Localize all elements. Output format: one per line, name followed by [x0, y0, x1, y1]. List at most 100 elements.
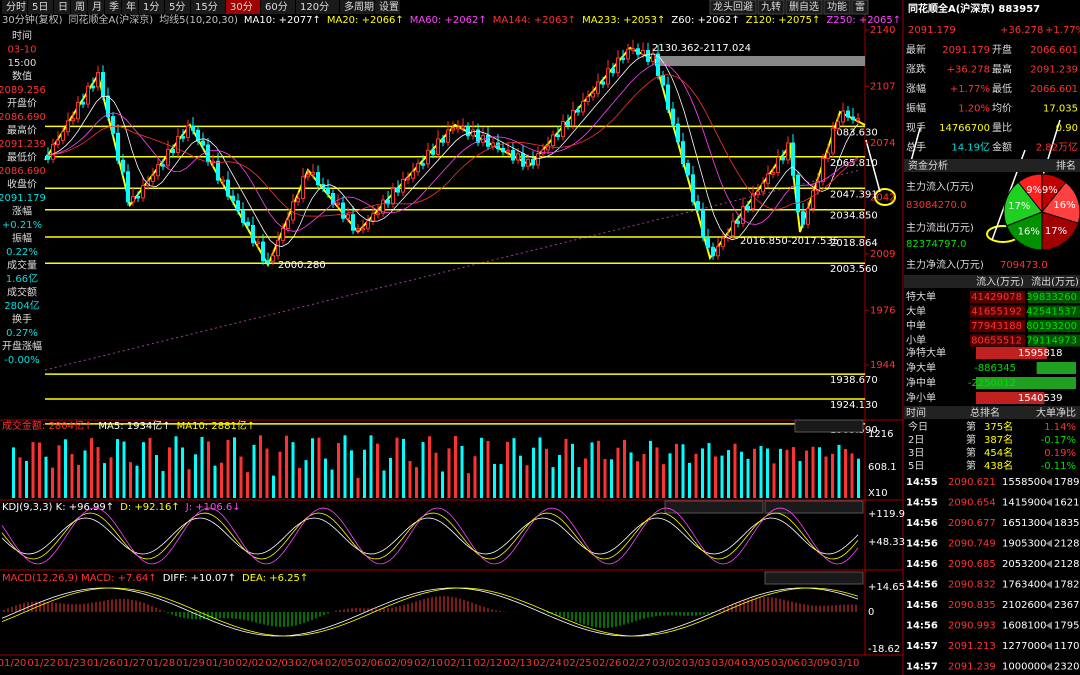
candle-body: [646, 49, 650, 62]
tab-bg[interactable]: [28, 0, 53, 14]
table-value: 42541537: [1026, 307, 1077, 318]
annotation: 2130.362-2117.024: [652, 43, 751, 54]
candle-body: [741, 205, 745, 224]
toolbar-button[interactable]: 龙头回避: [713, 0, 753, 13]
candle-body: [276, 239, 280, 257]
toolbar-button[interactable]: 九转: [761, 0, 781, 13]
toolbar-tab[interactable]: 分时: [6, 1, 26, 13]
toolbar-tab[interactable]: 年: [126, 0, 136, 13]
y-tick-label: 0: [868, 607, 874, 618]
candle-body: [501, 148, 505, 153]
volume-bar: [103, 463, 106, 498]
candle-body: [711, 246, 715, 257]
toolbar-tab[interactable]: 5日: [32, 2, 48, 13]
volume-bar: [402, 438, 405, 498]
candle-body: [426, 149, 430, 165]
candle-body: [86, 85, 90, 105]
candle-body: [661, 74, 665, 86]
button-bg[interactable]: [823, 0, 851, 15]
volume-bar: [759, 446, 763, 498]
pane-button[interactable]: [664, 500, 764, 514]
button-bg[interactable]: [709, 0, 757, 15]
candle-body: [561, 120, 565, 138]
candle-body: [641, 49, 645, 55]
volume-bar: [304, 460, 308, 498]
tab-bg[interactable]: [54, 0, 70, 14]
tab-bg[interactable]: [296, 0, 339, 14]
tab-bg[interactable]: [88, 0, 104, 14]
x-tick-label: 01/22: [27, 658, 56, 669]
kdj-line: [1, 517, 859, 555]
pane-button[interactable]: [764, 500, 864, 514]
button-bg[interactable]: [785, 0, 823, 15]
button-bg[interactable]: [851, 0, 869, 15]
toolbar-tab[interactable]: 设置: [379, 1, 399, 13]
tab-bg[interactable]: [375, 0, 400, 14]
candle-body: [421, 163, 425, 166]
toolbar-button[interactable]: 功能: [827, 0, 847, 13]
toolbar-tab[interactable]: 120分: [300, 1, 329, 13]
volume-bar: [44, 456, 48, 498]
table-header: 大单净比: [1036, 406, 1076, 419]
pane-button[interactable]: [764, 571, 864, 585]
candle-body: [656, 53, 660, 76]
section-link[interactable]: 排名: [1056, 159, 1076, 172]
candle-body: [256, 241, 260, 245]
net-bar: [976, 392, 1045, 404]
toolbar-tab[interactable]: 月: [92, 1, 102, 13]
tick-amount: 1835: [1054, 518, 1079, 529]
y-tick-label: 2074: [870, 138, 895, 149]
toolbar-tab[interactable]: 季: [109, 1, 119, 13]
pane-button[interactable]: [794, 419, 864, 433]
volume-bar: [265, 448, 269, 498]
tab-bg[interactable]: [191, 0, 225, 14]
toolbar-tab[interactable]: 5分: [169, 1, 185, 13]
tab-bg[interactable]: [165, 0, 190, 14]
tab-bg[interactable]: [261, 0, 295, 14]
tab-bg[interactable]: [340, 0, 374, 14]
volume-bar: [155, 455, 158, 498]
toolbar-tab[interactable]: 多周期: [344, 0, 374, 13]
candle-body: [576, 109, 580, 113]
candle-body: [306, 174, 310, 178]
volume-bar: [753, 448, 756, 498]
tab-bg[interactable]: [122, 0, 138, 14]
quote-label: 均价: [992, 103, 1012, 115]
section-bar: [904, 159, 1080, 172]
candle-body: [786, 142, 790, 161]
toolbar-tab[interactable]: 1分: [143, 1, 159, 13]
toolbar-tab[interactable]: 30分: [230, 1, 253, 13]
indicator-label: J: +106.6↓: [185, 502, 241, 513]
x-tick-label: 03/09: [801, 658, 830, 669]
toolbar-tab[interactable]: 日: [58, 2, 68, 13]
tab-bg[interactable]: [105, 0, 121, 14]
candle-body: [746, 205, 750, 210]
info-value: 2089.256: [0, 85, 46, 96]
tab-bg[interactable]: [226, 0, 260, 14]
table-value: 80193200: [1026, 321, 1077, 332]
volume-bar: [818, 447, 821, 498]
tab-bg[interactable]: [139, 0, 164, 14]
tick-amount: 2128: [1054, 559, 1079, 570]
tab-bg[interactable]: [2, 0, 27, 14]
candle-body: [396, 188, 400, 193]
candle-body: [91, 85, 95, 89]
tab-bg[interactable]: [71, 0, 87, 14]
fund-label: 主力流出(万元): [906, 221, 974, 234]
toolbar-tab[interactable]: 15分: [195, 1, 218, 13]
toolbar-tab[interactable]: 60分: [265, 1, 288, 13]
candle-body: [201, 140, 205, 146]
pie-label: 9%: [1042, 185, 1058, 196]
cell-bg: [1028, 320, 1080, 332]
indicator-label: 30分钟(复权): [2, 13, 63, 26]
quote-label: 最新: [906, 43, 926, 56]
y-tick-label: X10: [868, 488, 888, 499]
toolbar-button[interactable]: 雷: [855, 1, 865, 13]
tick-price: 2090.621: [948, 477, 996, 488]
toolbar-button[interactable]: 删自选: [789, 0, 819, 13]
toolbar-tab[interactable]: 周: [75, 1, 85, 13]
tick-volume: 2102600: [1002, 600, 1047, 611]
button-bg[interactable]: [757, 0, 785, 15]
volume-bar: [174, 436, 178, 498]
candle-body: [296, 198, 300, 203]
